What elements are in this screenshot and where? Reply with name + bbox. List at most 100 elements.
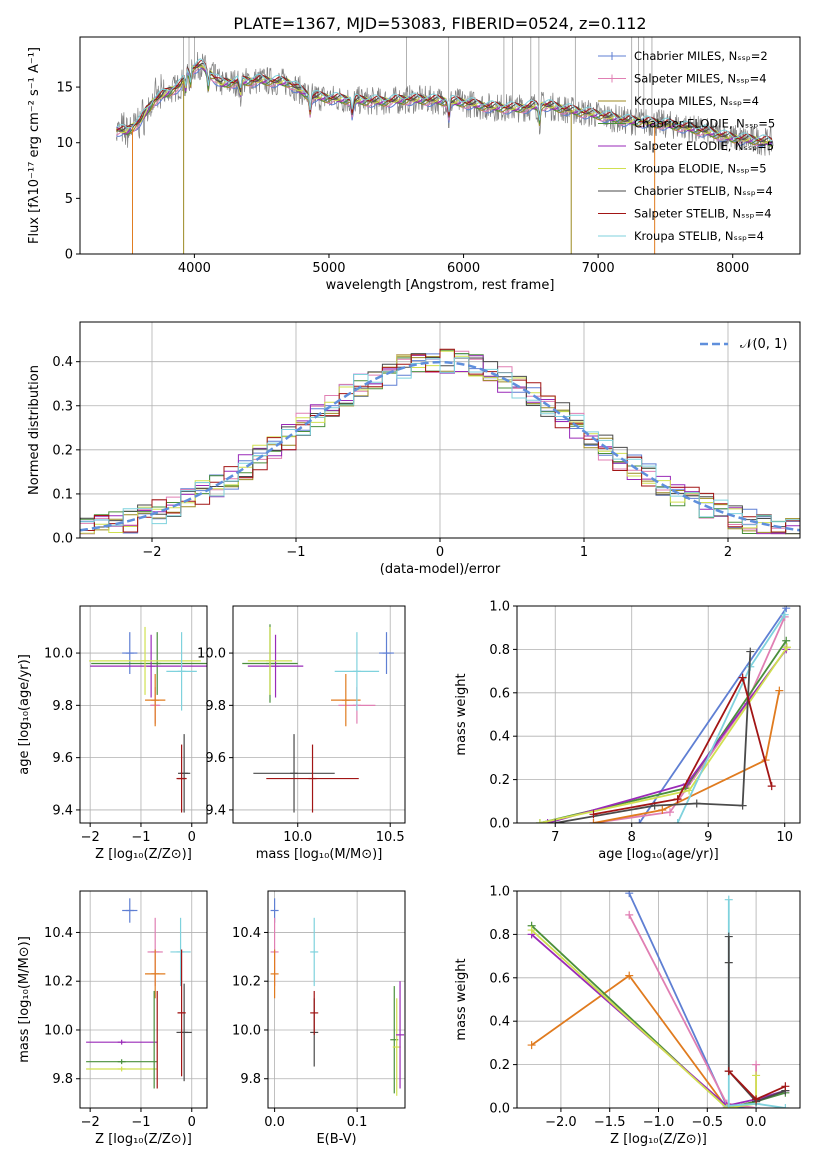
marker-salpeter_stelib [767,782,776,791]
x-tick-label: 9 [704,830,712,845]
marker-chabrier_miles [782,606,791,613]
marker-kroupa_stelib [724,895,733,904]
legend-label: Kroupa MILES, Nₛₛₚ=4 [634,94,759,108]
marker-kroupa_elodie [535,819,544,823]
x-tick-label: 10 [776,830,793,845]
y-tick-label: 1.0 [489,885,510,900]
y-tick-label: 0.6 [489,971,510,986]
y-axis-label: Normed distribution [27,365,42,495]
y-tick-label: 15 [56,81,73,96]
panel-residuals: −2 −1 0 1 2 0.0 0.1 0.2 0.3 0.4 (data-model)/error… [27,321,801,577]
y-tick-label: 0.1 [52,487,73,502]
marker-salpeter_stelib [673,795,682,804]
x-tick-label: 7 [551,830,559,845]
marker-chabrier_stelib [551,819,560,823]
y-tick-label: 9.8 [205,699,226,714]
x-tick-label: 0 [188,830,196,845]
normal-curve [80,360,800,532]
marker-orange [589,819,598,823]
line-chabrier_miles [638,607,787,823]
x-axis-label: Z [log₁₀(Z/Z⊙)] [95,847,192,862]
figure-title: PLATE=1367, MJD=53083, FIBERID=0524, z=0… [233,14,646,33]
x-tick-label: 0.1 [347,1115,368,1130]
axes-frame [79,890,208,1109]
y-axis-label: mass weight [454,673,469,755]
line-orange [531,974,757,1108]
x-tick-label: 5000 [312,261,345,276]
legend-label: Kroupa ELODIE, Nₛₛₚ=5 [634,162,767,176]
y-tick-label: 9.4 [205,803,226,818]
y-tick-label: 9.8 [240,1072,261,1087]
marker-kroupa_elodie [527,926,536,935]
line-kroupa_stelib [727,899,786,1108]
marker-orange [775,686,784,695]
marker-salpeter_stelib [738,673,747,682]
axes-frame [232,605,406,824]
model-kroupa_stelib [116,58,773,142]
marker-salpeter_stelib [781,1082,790,1091]
marker-kroupa_stelib [673,819,682,823]
legend-label: Salpeter STELIB, Nₛₛₚ=4 [634,207,772,221]
legend-label: Salpeter ELODIE, Nₛₛₚ=5 [634,139,774,153]
y-tick-label: 10 [56,136,73,151]
line-orange [593,690,781,823]
y-tick-label: 10.2 [44,975,73,990]
y-axis-label: mass [log₁₀(M/M⊙)] [17,936,32,1063]
marker-orange [527,1041,536,1050]
y-tick-label: 9.8 [52,699,73,714]
x-tick-label: 8 [628,830,636,845]
legend-label: Kroupa STELIB, Nₛₛₚ=4 [634,229,764,243]
marker-chabrier_stelib [724,932,733,941]
marker-kroupa_elodie [782,643,791,652]
marker-kroupa_stelib [780,610,789,619]
legend: Chabrier MILES, Nₛₛₚ=2 Salpeter MILES, Nₛ… [598,49,775,243]
x-tick-label: −2 [142,545,161,560]
marker-salpeter_stelib [589,810,598,819]
y-tick-label: 0 [65,248,73,263]
x-tick-label: −2 [81,830,100,845]
y-tick-label: 9.6 [205,751,226,766]
y-tick-label: 0.4 [489,730,510,745]
marker-chabrier_elodie [782,636,791,645]
marker-orange [658,805,667,814]
x-tick-label: 7000 [582,261,615,276]
plot-area [535,606,791,823]
x-tick-label: −0.5 [692,1115,724,1130]
marker-chabrier_miles [625,891,634,898]
legend-label: Chabrier MILES, Nₛₛₚ=2 [634,49,768,63]
x-axis-label: Z [log₁₀(Z/Z⊙)] [610,1132,707,1147]
y-tick-label: 1.0 [489,600,510,615]
line-salpeter_stelib [593,675,773,816]
x-axis-label: (data-model)/error [380,562,501,577]
marker-chabrier_stelib [724,958,733,967]
x-tick-label: 10.5 [376,830,405,845]
plot-area [80,348,800,535]
marker-salpeter_stelib [724,1067,733,1076]
y-tick-label: 0.0 [52,532,73,547]
x-tick-label: 6000 [447,261,480,276]
axes-frame [267,890,406,1109]
y-tick-label: 9.6 [52,751,73,766]
x-tick-label: 0.0 [264,1115,285,1130]
plot-area [270,898,405,1096]
y-tick-label: 10.0 [44,1023,73,1038]
x-tick-label: −1 [131,1115,150,1130]
marker-salpeter_elodie [543,819,552,823]
x-axis-label: Z [log₁₀(Z/Z⊙)] [95,1132,192,1147]
y-tick-label: 0.2 [52,443,73,458]
x-tick-label: −2.0 [545,1115,577,1130]
x-tick-label: 8000 [716,261,749,276]
marker-salpeter_miles [625,910,634,919]
line-kroupa_stelib [676,614,786,823]
x-axis-label: E(B-V) [316,1132,356,1147]
axes-frame [79,605,208,824]
marker-orange [625,971,634,980]
x-axis-label: wavelength [Angstrom, rest frame] [326,278,555,293]
y-axis-label: age [log₁₀(age/yr)] [17,654,32,775]
panel-massweight-vs-z: −2.0 −1.5 −1.0 −0.5 0.0 0.0 0.2 0.4 0.6 0.8 1.0 Z [… [454,885,801,1147]
marker-kroupa_stelib [781,1104,790,1108]
y-tick-label: 0.8 [489,928,510,943]
marker-salpeter_stelib [752,1095,761,1104]
legend-label: Chabrier ELODIE, Nₛₛₚ=5 [634,117,775,131]
